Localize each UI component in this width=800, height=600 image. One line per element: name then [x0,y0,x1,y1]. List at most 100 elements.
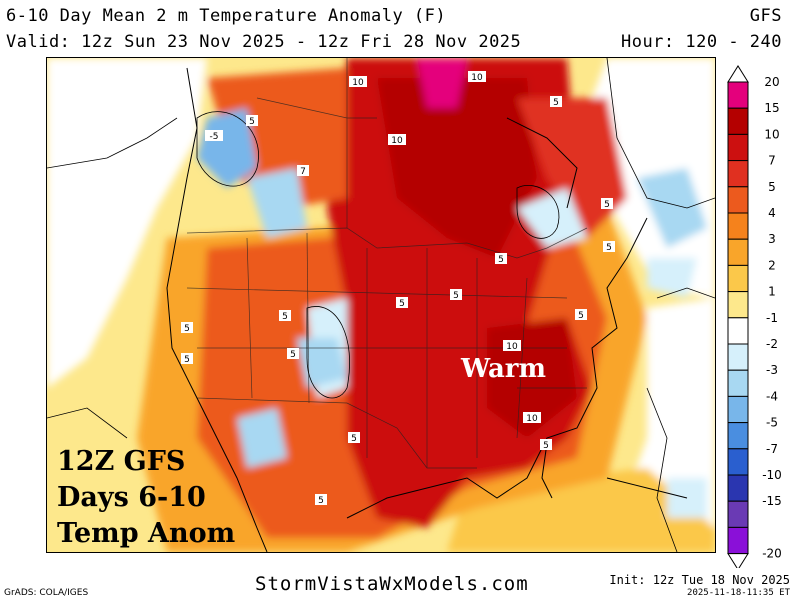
generated-timestamp: 2025-11-18-11:35 ET [687,588,790,598]
colorbar-bottom-arrow [727,553,749,568]
model-name: GFS [749,6,782,26]
contour-label: 5 [181,353,193,365]
colorbar-swatch [727,81,749,109]
contour-label: 10 [468,71,486,83]
contour-label: 5 [603,241,615,253]
colorbar-swatch [727,107,749,135]
colorbar-swatch [727,369,749,397]
colorbar-swatch [727,133,749,162]
colorbar-label: 1 [768,285,776,299]
colorbar-label: -2 [766,337,778,351]
contour-label: 5 [246,115,258,127]
colorbar-label: 7 [768,154,776,168]
svg-text:5: 5 [578,311,584,321]
colorbar-swatch [727,291,749,319]
contour-label: 5 [279,310,291,322]
coastlines [166,67,688,552]
colorbar-swatch [727,422,749,450]
forecast-hours: Hour: 120 - 240 [620,32,782,52]
anomaly-fill [47,58,715,552]
colorbar-label: 20 [764,75,779,89]
contour-label: 10 [523,412,541,424]
svg-text:-5: -5 [210,132,219,142]
colorbar-label: 3 [768,232,776,246]
contour-label: 5 [287,348,299,360]
model-run-caption: 12Z GFS Days 6-10 Temp Anom [57,444,235,552]
colorbar-label: 4 [768,206,776,220]
contour-label: -5 [205,130,223,142]
svg-text:5: 5 [498,255,504,265]
temperature-anomaly-map: -5 5 7 10 10 10 5 5 5 5 5 10 10 5 5 5 5 … [46,57,716,553]
site-credit: StormVistaWxModels.com [255,573,529,595]
contour-value-labels: -5 5 7 10 10 10 5 5 5 5 5 10 10 5 5 5 5 … [181,71,615,506]
colorbar-label: -10 [762,468,782,482]
colorbar-swatch [727,395,749,424]
contour-label: 10 [503,340,521,352]
svg-text:5: 5 [543,441,549,451]
colorbar-label: -15 [762,494,782,508]
contour-label: 5 [575,309,587,321]
svg-text:5: 5 [553,98,559,108]
colorbar-label: 2 [768,258,776,272]
colorbar-swatch [727,212,749,240]
contour-label: 10 [349,76,367,88]
svg-text:10: 10 [352,78,364,88]
svg-text:5: 5 [351,434,357,444]
svg-text:5: 5 [290,350,296,360]
colorbar-label: -3 [766,363,778,377]
colorbar-swatch [727,448,749,476]
grads-credit: GrADS: COLA/IGES [4,588,89,598]
colorbar-label: -1 [766,311,778,325]
svg-text:5: 5 [184,355,190,365]
colorbar-swatch [727,238,749,266]
contour-label: 5 [495,253,507,265]
contour-lines [47,58,715,552]
svg-text:10: 10 [506,342,518,352]
contour-label: 5 [315,494,327,506]
colorbar-swatch [727,474,749,502]
warm-annotation: Warm [461,354,546,384]
contour-label: 5 [450,289,462,301]
contour-label: 7 [297,165,309,177]
svg-text:5: 5 [606,243,612,253]
contour-label: 5 [550,96,562,108]
contour-label: 10 [388,134,406,146]
caption-line: Days 6-10 [57,482,206,513]
colorbar-swatch [727,317,749,345]
colorbar-swatch [727,160,749,188]
colorbar-swatch [727,343,749,371]
contour-label: 5 [348,432,360,444]
init-time: Init: 12z Tue 18 Nov 2025 [609,573,790,587]
svg-text:5: 5 [249,117,255,127]
contour-label: 5 [396,297,408,309]
colorbar-top-arrow [727,65,749,83]
colorbar-label: 10 [764,127,779,141]
valid-period: Valid: 12z Sun 23 Nov 2025 - 12z Fri 28 … [6,32,522,52]
map-title: 6-10 Day Mean 2 m Temperature Anomaly (F… [6,6,447,26]
svg-text:5: 5 [318,496,324,506]
contour-label: 5 [601,198,613,210]
svg-text:10: 10 [526,414,538,424]
colorbar-label: 15 [764,101,779,115]
colorbar-label: -20 [762,547,782,561]
contour-label: 5 [181,322,193,334]
contour-label: 5 [540,439,552,451]
svg-text:5: 5 [282,312,288,322]
svg-text:7: 7 [300,167,306,177]
colorbar-label: -7 [766,442,778,456]
svg-text:5: 5 [453,291,459,301]
colorbar-label: -5 [766,416,778,430]
colorbar-label: -4 [766,389,778,403]
svg-text:10: 10 [471,73,483,83]
colorbar-swatch [727,500,749,528]
svg-text:5: 5 [399,299,405,309]
colorbar: 20 15 10 7 5 4 3 2 1 -1 -2 -3 -4 -5 -7 -10 -15 -20 [727,65,782,568]
colorbar-swatch [727,526,749,555]
svg-text:5: 5 [184,324,190,334]
svg-text:10: 10 [391,136,403,146]
colorbar-label: 5 [768,180,776,194]
caption-line: Temp Anom [57,518,236,549]
caption-line: 12Z GFS [57,446,186,477]
svg-text:5: 5 [604,200,610,210]
colorbar-swatch [727,264,749,293]
